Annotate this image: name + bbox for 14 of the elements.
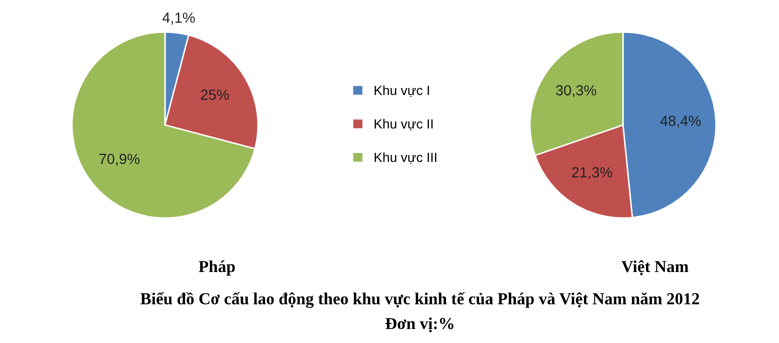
data-label: 70,9%	[99, 154, 140, 166]
data-label: 4,1%	[162, 12, 195, 25]
legend-label: Khu vực I	[374, 85, 429, 97]
text: Pháp	[198, 260, 235, 276]
data-label: 48,4%	[660, 116, 701, 128]
pie-slice	[71, 31, 256, 219]
legend-label: Khu vực II	[374, 118, 433, 130]
text: Đơn vị:%	[385, 317, 454, 332]
legend-label: Khu vực III	[374, 152, 436, 164]
text: Việt Nam	[621, 260, 688, 276]
text: Biểu đồ Cơ cấu lao động theo khu vực kinh tế của Pháp và Việt Nam năm 2012	[140, 292, 700, 308]
data-label: 30,3%	[556, 85, 596, 98]
data-label: 21,3%	[572, 167, 612, 180]
data-label: 25%	[200, 90, 229, 100]
